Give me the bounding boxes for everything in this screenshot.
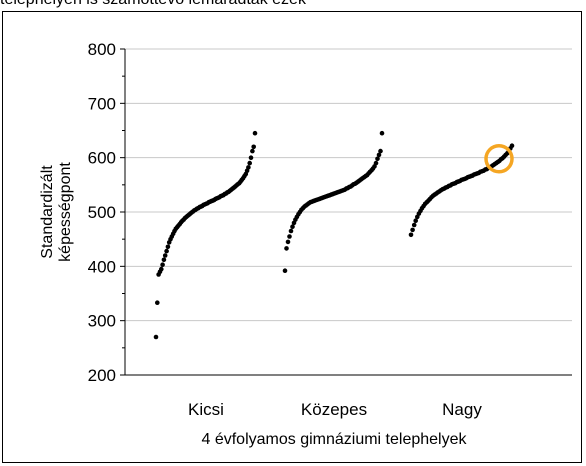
data-point — [410, 227, 415, 233]
gridlines — [125, 48, 572, 322]
data-point — [290, 224, 295, 229]
chart-frame — [2, 11, 582, 463]
data-points — [153, 130, 515, 340]
data-point — [509, 143, 515, 148]
data-point — [288, 228, 294, 234]
x-axis-title: 4 évfolyamos gimnáziumi telephelyek — [201, 431, 467, 448]
data-point — [159, 266, 164, 272]
data-point — [162, 253, 168, 258]
data-point — [282, 268, 288, 274]
top-caption: telephelyen is számottevő lemaradtak eze… — [0, 0, 306, 9]
highlight-circle — [484, 144, 514, 174]
y-axis-title-line: Standardizált — [39, 165, 56, 259]
data-point — [373, 160, 379, 166]
y-axis-title: Standardizált képességpont — [39, 162, 74, 262]
y-tick-label: 500 — [88, 203, 116, 222]
data-point — [408, 232, 414, 238]
y-tick-label: 700 — [88, 94, 116, 113]
data-point — [248, 155, 254, 160]
labels: 200 300 400 500 600 700 800 Kicsi Közepes Nagy 4 é… — [39, 40, 482, 448]
data-point — [376, 152, 382, 158]
data-point — [284, 246, 289, 251]
y-tick-label: 400 — [88, 257, 116, 276]
data-point — [250, 148, 255, 154]
y-tick-label: 300 — [88, 312, 116, 331]
data-point — [165, 244, 171, 250]
data-point — [411, 222, 417, 228]
y-axis — [120, 48, 572, 376]
data-point — [378, 148, 383, 154]
data-point — [160, 262, 165, 268]
y-axis-title-line: képességpont — [57, 162, 74, 262]
x-category-label: Közepes — [301, 400, 367, 419]
y-tick-label: 800 — [88, 40, 116, 59]
data-point — [164, 248, 169, 254]
x-category-label: Kicsi — [188, 400, 224, 419]
data-point — [161, 257, 167, 263]
data-point — [413, 218, 419, 223]
x-category-label: Nagy — [442, 400, 482, 419]
highlight — [484, 144, 514, 174]
data-point — [247, 160, 252, 166]
data-point — [251, 144, 256, 150]
data-point — [379, 130, 385, 136]
data-point — [155, 300, 160, 306]
data-point — [246, 165, 251, 170]
data-point — [375, 156, 380, 162]
data-point — [153, 334, 159, 340]
data-point — [252, 130, 258, 136]
y-tick-label: 600 — [88, 149, 116, 168]
y-tick-label: 200 — [88, 366, 116, 385]
data-point — [287, 234, 292, 239]
data-point — [285, 239, 291, 245]
